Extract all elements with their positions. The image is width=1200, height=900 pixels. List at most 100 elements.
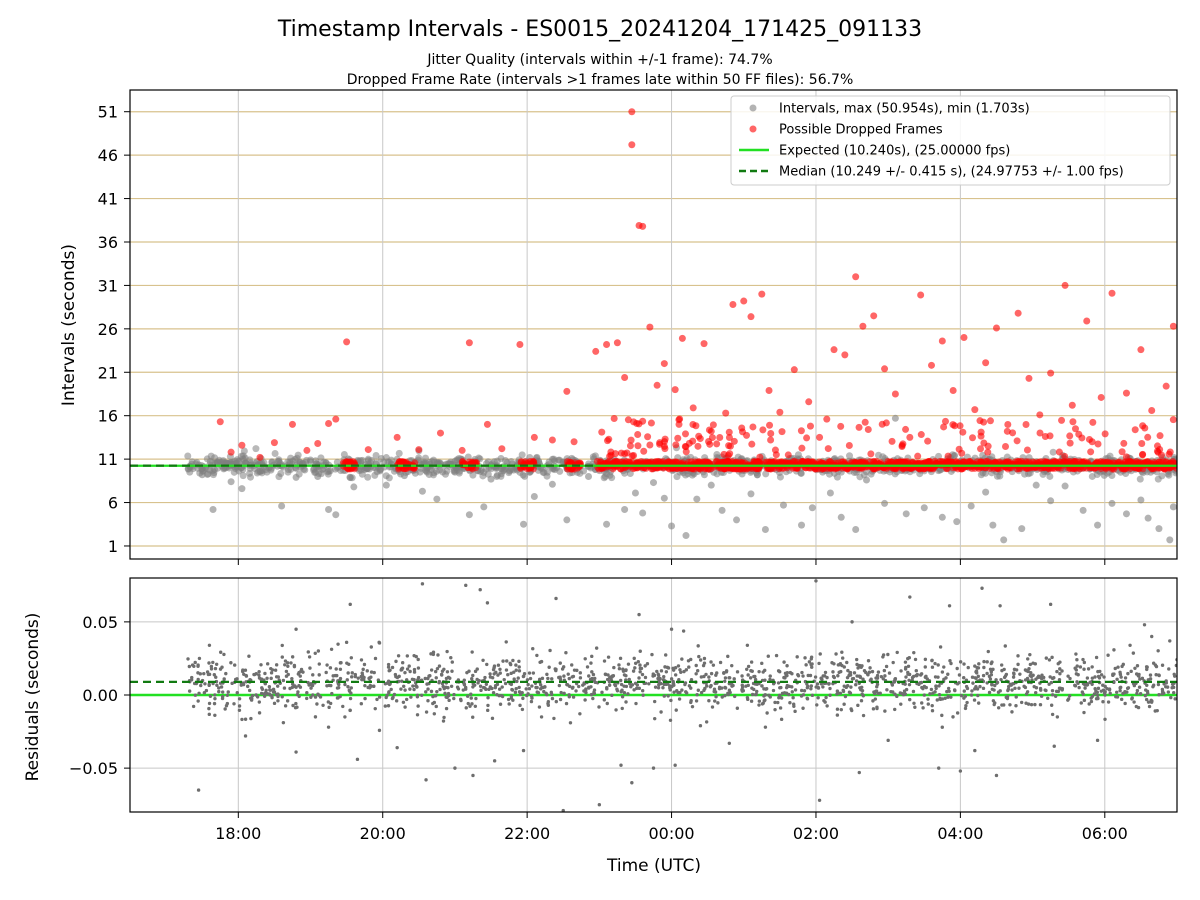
residual-point [1010,688,1014,692]
residual-point [369,670,374,674]
residual-point [1130,697,1134,701]
residual-point [1075,664,1079,668]
residual-point [653,716,657,721]
residual-point [973,676,977,680]
dropped-frame-point [661,435,669,443]
residual-point [1153,709,1157,713]
legend-label: Median (10.249 +/- 0.415 s), (24.97753 +… [779,165,1124,180]
dropped-frame-point [956,422,964,430]
residual-point [713,699,717,703]
residual-point [390,665,395,670]
residual-point [528,676,533,681]
residual-point [699,690,704,695]
dropped-frame-point [1118,448,1126,456]
residual-point [249,716,253,721]
residual-point [868,666,872,670]
dropped-frame-point [749,423,757,431]
residual-point [412,670,417,674]
dropped-frame-point [628,108,636,116]
residual-point [496,663,501,667]
residual-point [612,665,616,670]
dropped-frame-point [1025,374,1033,382]
dropped-frame-point [980,418,988,426]
residual-point [973,664,977,668]
residual-point [509,696,514,700]
residual-point [225,701,230,706]
residual-point [412,687,416,692]
residual-point [444,685,448,690]
residual-point [809,662,813,667]
residual-point [419,693,424,697]
dropped-frame-point [646,441,654,449]
residual-point [250,696,254,701]
residual-point [807,660,812,664]
residual-point [802,689,807,693]
residual-point [267,685,272,689]
dropped-frame-point [743,431,751,439]
residual-point [1050,693,1055,697]
residual-point [196,699,200,703]
residual-point [803,656,807,660]
dropped-frame-point [436,429,444,437]
interval-point [510,466,518,474]
interval-point [357,457,365,465]
residual-point [760,684,764,688]
residual-point [517,665,521,669]
interval-point [1000,536,1008,544]
residual-point [774,653,779,658]
residual-point [717,686,722,691]
residual-point [1068,676,1072,681]
residual-point [189,678,194,682]
residual-point [575,668,579,673]
residual-point [408,669,412,674]
residual-point [286,664,290,668]
residual-point [838,691,843,695]
residual-point [1153,663,1158,667]
dropped-frame-point [798,444,806,452]
residual-point [570,675,574,679]
interval-point [239,452,247,460]
residual-point [1116,665,1120,669]
residual-point [473,704,478,708]
residual-point [291,703,295,708]
interval-point [761,525,769,533]
residual-point [561,665,566,669]
residual-point [702,674,706,679]
residual-point [350,675,354,679]
residual-point [1128,643,1132,647]
residual-point [274,675,279,679]
residual-point [1014,668,1019,672]
residual-point [850,677,855,681]
residual-point [1010,682,1015,686]
residual-point [448,676,452,680]
residual-point [694,699,699,703]
residual-point [483,675,487,680]
residual-point [768,674,772,678]
interval-point [484,458,492,466]
residual-point [680,688,684,692]
residual-point [305,696,309,701]
residual-point [317,673,321,677]
residual-point [933,661,937,666]
residual-point [584,688,588,692]
residual-point [543,685,547,689]
residual-point [387,690,391,694]
residual-point [521,696,525,701]
residual-point [429,668,434,672]
residual-point [444,695,448,699]
residual-point [624,668,628,673]
residual-point [790,690,794,694]
residual-point [348,696,353,701]
residual-point [220,696,225,701]
residual-point [514,663,518,667]
residual-point [989,673,994,677]
residual-point [661,678,666,682]
residual-point [1096,674,1101,679]
residual-point [1087,702,1091,706]
residual-point [1074,652,1078,656]
residual-point [240,717,244,722]
residual-point [1013,686,1017,690]
residual-point [391,695,395,700]
residual-point [891,660,895,665]
residual-point [377,640,381,645]
